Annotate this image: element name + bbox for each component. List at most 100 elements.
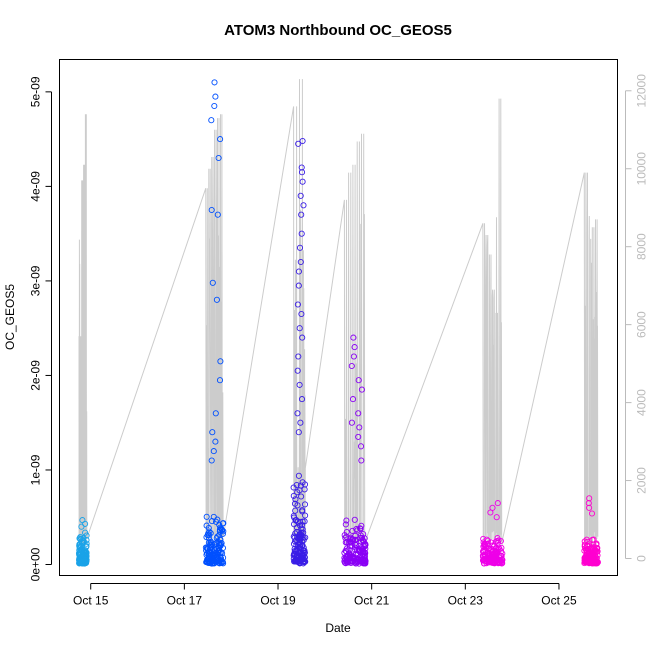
data-point [349,527,356,534]
data-point [77,533,84,541]
data-point [488,539,495,546]
data-point [350,334,357,341]
chart-title: ATOM3 Northbound OC_GEOS5 [224,22,452,39]
data-point [212,518,220,525]
data-point [593,548,600,555]
data-point [212,93,219,100]
data-point [490,558,497,565]
data-point [207,538,214,545]
data-point [343,528,350,536]
data-point [211,79,218,86]
data-point [487,547,494,554]
data-point [341,532,348,539]
data-point [482,541,489,549]
data-point [206,528,213,535]
y-axis-label: OC_GEOS5 [3,284,17,350]
data-point [295,140,302,147]
data-point [295,543,302,550]
data-point [290,512,297,519]
data-point [83,537,90,544]
data-point [296,325,303,332]
data-point [355,433,362,440]
x-tick-label: Oct 25 [541,594,577,608]
data-point [299,137,306,145]
data-point [590,553,597,560]
x-tick-label: Oct 23 [448,594,484,608]
data-point [586,504,593,511]
data-point [214,211,221,218]
data-point [207,554,214,561]
data-point [360,531,367,538]
data-point [349,396,357,403]
data-point [345,552,352,560]
data-point [297,419,304,426]
data-point [347,559,355,567]
data-point [78,523,85,530]
data-point [583,536,590,543]
data-point [204,545,211,552]
data-point [296,534,303,541]
data-point [298,169,306,176]
data-point [203,551,210,558]
data-point [357,525,364,532]
data-point [83,540,90,547]
data-point [296,381,303,388]
y2-tick-label: 10000 [635,152,649,186]
data-point [594,552,601,559]
data-point [297,192,304,199]
data-point [295,353,302,360]
data-point [216,528,223,535]
y2-tick-label: 6000 [635,311,649,338]
data-point [354,557,361,564]
data-point [355,556,362,563]
data-point [217,542,224,549]
series-4 [341,334,369,567]
y2-tick-label: 4000 [635,389,649,416]
data-point [205,524,212,532]
series-2 [202,79,227,567]
data-point [299,479,306,486]
data-point [494,535,501,542]
data-point [491,559,498,566]
data-point [205,535,212,542]
y-tick-label: 1e-09 [29,454,43,485]
data-point [209,279,216,286]
data-point [299,526,306,533]
data-point [350,353,357,360]
altitude-line [78,79,599,548]
data-point [348,362,355,370]
data-point [492,552,499,559]
data-point [589,559,596,566]
data-point [360,553,367,560]
data-point [297,258,304,266]
data-point [344,539,351,546]
data-point [83,552,90,559]
data-point [296,244,304,251]
series-6 [581,495,601,567]
y-tick-label: 2e-09 [29,360,43,391]
data-point [358,538,365,545]
data-point [349,538,356,545]
y-tick-label: 5e-09 [29,76,43,107]
data-point [204,532,211,539]
data-point [294,367,301,374]
data-point [357,443,365,450]
data-point [83,532,90,539]
data-point [300,202,307,209]
data-point [301,501,309,508]
data-point [582,555,589,562]
data-point [207,530,214,537]
data-point [296,518,303,525]
data-point [298,493,305,500]
data-point [301,554,308,561]
data-point [585,500,592,507]
data-point [355,410,362,417]
data-point [213,296,220,303]
data-point [216,521,223,528]
data-point [215,154,222,162]
data-point [583,559,590,566]
data-point [356,424,363,431]
data-point [360,556,368,563]
data-point [208,206,215,214]
data-point [210,560,217,567]
